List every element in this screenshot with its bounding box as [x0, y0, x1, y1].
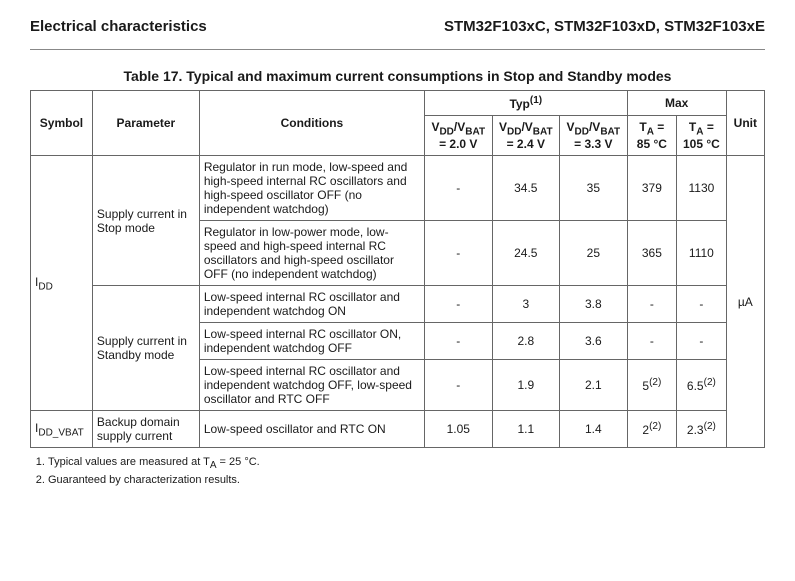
cell-val: 35 — [560, 156, 628, 221]
footnote-1: Typical values are measured at TA = 25 °… — [48, 456, 765, 471]
cell-val: - — [677, 323, 727, 360]
symbol-ivbat: IDD_VBAT — [31, 411, 93, 448]
unit-cell: µA — [726, 156, 764, 448]
cell-val: 1.05 — [424, 411, 492, 448]
cell-val: - — [677, 286, 727, 323]
header-left: Electrical characteristics — [30, 18, 207, 35]
col-max: Max — [627, 91, 726, 116]
cell-val: - — [424, 221, 492, 286]
param-stop: Supply current in Stop mode — [92, 156, 199, 286]
cell-val: 5(2) — [627, 360, 677, 411]
cell-val: 25 — [560, 221, 628, 286]
cell-val: - — [424, 286, 492, 323]
cell-val: 3 — [492, 286, 560, 323]
page-header: Electrical characteristics STM32F103xC, … — [30, 18, 765, 35]
table-row: IDD Supply current in Stop mode Regulato… — [31, 156, 765, 221]
table-header-row-1: Symbol Parameter Conditions Typ(1) Max U… — [31, 91, 765, 116]
cell-val: 6.5(2) — [677, 360, 727, 411]
table-caption: Table 17. Typical and maximum current co… — [30, 68, 765, 84]
cell-cond: Low-speed internal RC oscillator ON, ind… — [199, 323, 424, 360]
header-right: STM32F103xC, STM32F103xD, STM32F103xE — [444, 18, 765, 35]
col-v20: VDD/VBAT = 2.0 V — [424, 116, 492, 156]
cell-val: 2.1 — [560, 360, 628, 411]
cell-val: 1.1 — [492, 411, 560, 448]
cell-val: 2.8 — [492, 323, 560, 360]
cell-val: 24.5 — [492, 221, 560, 286]
cell-val: - — [627, 286, 677, 323]
col-v33: VDD/VBAT = 3.3 V — [560, 116, 628, 156]
footnote-2: Guaranteed by characterization results. — [48, 474, 765, 486]
footnotes: Typical values are measured at TA = 25 °… — [30, 456, 765, 485]
col-unit: Unit — [726, 91, 764, 156]
col-symbol: Symbol — [31, 91, 93, 156]
cell-cond: Regulator in run mode, low-speed and hig… — [199, 156, 424, 221]
cell-val: - — [424, 156, 492, 221]
header-rule — [30, 49, 765, 50]
symbol-idd: IDD — [31, 156, 93, 411]
col-ta105: TA = 105 °C — [677, 116, 727, 156]
col-parameter: Parameter — [92, 91, 199, 156]
cell-cond: Low-speed internal RC oscillator and ind… — [199, 360, 424, 411]
cell-val: 3.8 — [560, 286, 628, 323]
col-ta85: TA = 85 °C — [627, 116, 677, 156]
table-row: Supply current in Standby mode Low-speed… — [31, 286, 765, 323]
cell-cond: Low-speed oscillator and RTC ON — [199, 411, 424, 448]
consumption-table: Symbol Parameter Conditions Typ(1) Max U… — [30, 90, 765, 448]
cell-val: 1130 — [677, 156, 727, 221]
cell-val: 365 — [627, 221, 677, 286]
cell-val: - — [424, 360, 492, 411]
cell-val: 1110 — [677, 221, 727, 286]
cell-val: 1.9 — [492, 360, 560, 411]
cell-cond: Low-speed internal RC oscillator and ind… — [199, 286, 424, 323]
cell-cond: Regulator in low-power mode, low-speed a… — [199, 221, 424, 286]
table-row: IDD_VBAT Backup domain supply current Lo… — [31, 411, 765, 448]
param-backup: Backup domain supply current — [92, 411, 199, 448]
cell-val: 2(2) — [627, 411, 677, 448]
cell-val: 1.4 — [560, 411, 628, 448]
cell-val: 3.6 — [560, 323, 628, 360]
cell-val: - — [627, 323, 677, 360]
cell-val: 34.5 — [492, 156, 560, 221]
cell-val: 379 — [627, 156, 677, 221]
param-standby: Supply current in Standby mode — [92, 286, 199, 411]
col-typ: Typ(1) — [424, 91, 627, 116]
col-conditions: Conditions — [199, 91, 424, 156]
cell-val: 2.3(2) — [677, 411, 727, 448]
cell-val: - — [424, 323, 492, 360]
col-v24: VDD/VBAT = 2.4 V — [492, 116, 560, 156]
